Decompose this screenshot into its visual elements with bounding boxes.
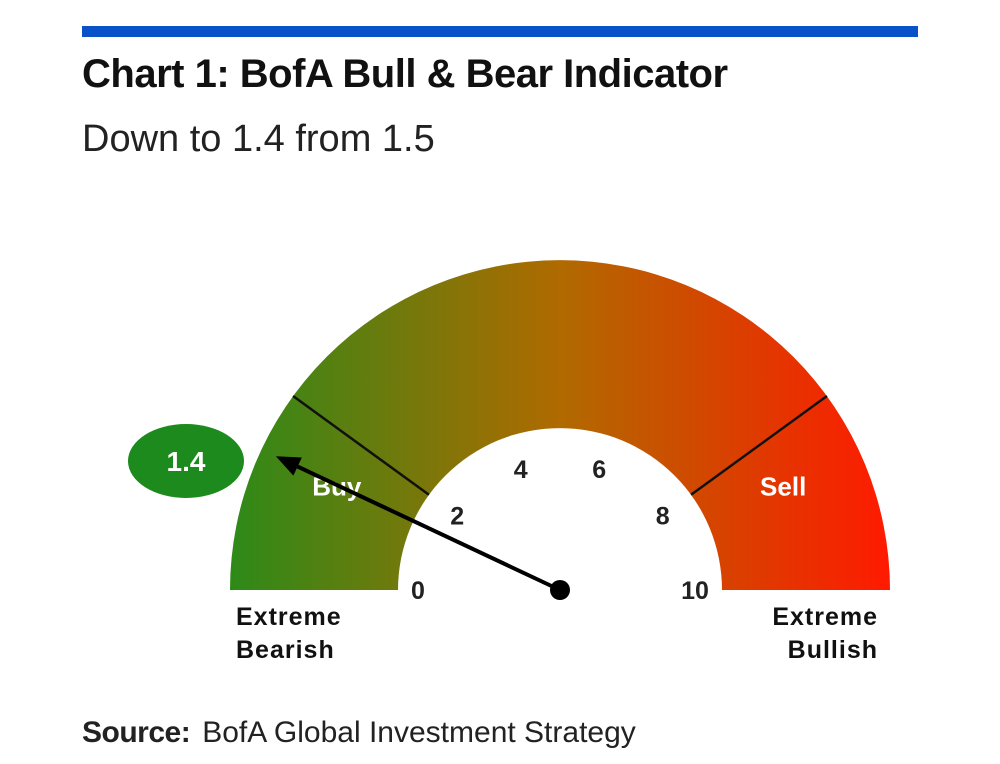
end-label-left: Extreme <box>236 603 342 631</box>
end-label-right: Bullish <box>788 636 878 664</box>
value-label: 1.4 <box>167 446 206 477</box>
end-label-right: Extreme <box>772 603 878 631</box>
tick-label: 10 <box>681 577 709 605</box>
zone-boundary-line <box>690 395 828 496</box>
source-line: Source: BofA Global Investment Strategy <box>82 716 962 750</box>
zone-boundary-line <box>292 395 430 496</box>
end-label-left: Bearish <box>236 636 335 664</box>
gauge-band <box>230 260 890 590</box>
tick-label: 4 <box>514 456 528 484</box>
chart-title: Chart 1: BofA Bull & Bear Indicator <box>82 52 728 96</box>
needle-shaft <box>296 464 561 592</box>
tick-label: 8 <box>656 502 670 530</box>
source-text: BofA Global Investment Strategy <box>202 716 636 749</box>
chart-subtitle: Down to 1.4 from 1.5 <box>82 118 435 160</box>
value-bubble <box>128 424 244 498</box>
zone-label-sell: Sell <box>760 472 806 502</box>
tick-label: 6 <box>592 456 606 484</box>
needle-hub <box>550 580 570 600</box>
tick-label: 2 <box>450 502 464 530</box>
top-rule <box>82 26 918 37</box>
needle-arrowhead <box>275 456 302 476</box>
tick-label: 0 <box>411 577 425 605</box>
source-label: Source: <box>82 716 191 749</box>
